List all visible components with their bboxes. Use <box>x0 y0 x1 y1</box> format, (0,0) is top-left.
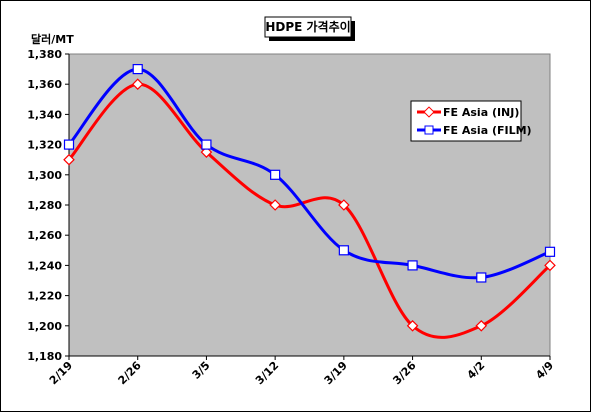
legend-label-inj: FE Asia (INJ) <box>443 106 519 119</box>
x-tick-label: 2/26 <box>116 359 145 388</box>
data-point-s0-5 <box>406 320 419 332</box>
data-point-s1-4 <box>338 245 349 256</box>
data-point-s1-2 <box>201 139 212 150</box>
y-tick-label: 1,260 <box>27 229 62 242</box>
legend-marker-inj <box>423 106 435 118</box>
y-axis-label: 달러/MT <box>31 32 74 46</box>
data-point-s1-1 <box>132 63 143 75</box>
legend-marker-film <box>424 125 434 135</box>
data-point-s0-0 <box>63 153 75 166</box>
y-tick-label: 1,280 <box>27 199 62 212</box>
y-tick-label: 1,300 <box>27 169 62 182</box>
y-tick-label: 1,380 <box>27 48 62 61</box>
y-axis-ticks: 1,180 1,200 1,220 1,240 1,260 1,280 1,300 1,320… <box>27 48 69 363</box>
data-point-s1-6 <box>476 272 487 283</box>
x-tick-label: 3/26 <box>390 359 419 388</box>
y-tick-label: 1,220 <box>27 290 62 303</box>
y-tick-label: 1,360 <box>27 78 62 91</box>
legend-label-film: FE Asia (FILM) <box>443 124 532 137</box>
x-axis-ticks: 2/19 2/26 3/5 3/12 3/19 3/26 4/2 4/9 <box>47 356 556 387</box>
x-tick-label: 3/12 <box>253 359 281 387</box>
y-tick-label: 1,240 <box>27 259 62 272</box>
data-point-s1-5 <box>407 260 418 271</box>
chart-title: HDPE 가격추이 <box>265 19 350 34</box>
series-layer <box>63 63 556 339</box>
data-point-s0-4 <box>338 199 350 211</box>
y-tick-label: 1,200 <box>27 320 62 333</box>
y-tick-label: 1,180 <box>27 350 62 363</box>
x-tick-label: 2/19 <box>47 359 75 387</box>
data-point-s0-3 <box>269 199 281 211</box>
x-tick-label: 4/2 <box>465 359 488 382</box>
legend: FE Asia (INJ) FE Asia (FILM) <box>410 100 532 142</box>
data-point-s1-3 <box>270 169 281 180</box>
y-tick-label: 1,340 <box>27 108 62 121</box>
data-point-s0-1 <box>131 78 144 90</box>
data-point-s0-7 <box>544 259 556 272</box>
x-tick-label: 3/5 <box>190 359 213 382</box>
data-point-s1-0 <box>63 139 75 150</box>
data-point-s0-6 <box>475 320 488 332</box>
x-tick-label: 4/9 <box>533 359 556 382</box>
data-point-s1-7 <box>544 246 556 257</box>
y-tick-label: 1,320 <box>27 139 62 152</box>
title-box <box>264 16 352 38</box>
plot-area <box>68 53 551 357</box>
x-tick-label: 3/19 <box>322 359 350 387</box>
